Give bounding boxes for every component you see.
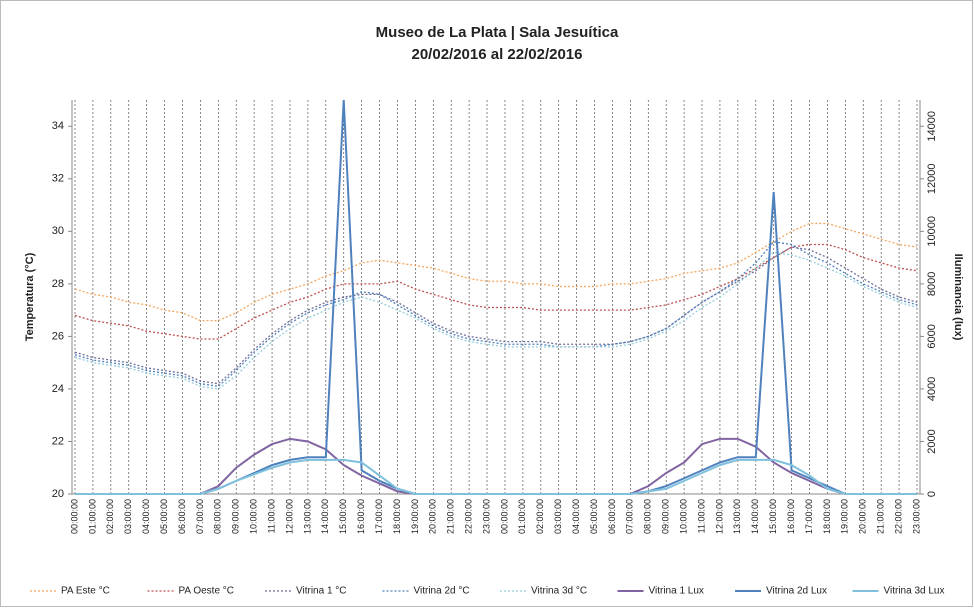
x-tick-label: 09:00:00 xyxy=(231,499,241,534)
y2-tick-label: 4000 xyxy=(926,377,938,401)
y-tick-label: 28 xyxy=(52,278,64,290)
x-tick-label: 06:00:00 xyxy=(607,499,617,534)
x-tick-label: 15:00:00 xyxy=(338,499,348,534)
legend-label: Vitrina 3d Lux xyxy=(884,586,945,597)
x-tick-label: 04:00:00 xyxy=(571,499,581,534)
x-tick-label: 14:00:00 xyxy=(750,499,760,534)
x-tick-label: 16:00:00 xyxy=(356,499,366,534)
legend-label: PA Oeste °C xyxy=(179,586,235,597)
x-tick-label: 20:00:00 xyxy=(428,499,438,534)
legend-label: Vitrina 3d °C xyxy=(531,586,587,597)
y2-tick-label: 12000 xyxy=(926,164,938,195)
x-tick-label: 12:00:00 xyxy=(284,499,294,534)
y2-tick-label: 8000 xyxy=(926,272,938,296)
x-tick-label: 21:00:00 xyxy=(876,499,886,534)
x-tick-label: 20:00:00 xyxy=(858,499,868,534)
y-tick-label: 26 xyxy=(52,330,64,342)
x-tick-label: 18:00:00 xyxy=(392,499,402,534)
y-tick-label: 32 xyxy=(52,173,64,185)
x-tick-label: 02:00:00 xyxy=(105,499,115,534)
y-axis-title: Temperatura (°C) xyxy=(24,252,36,341)
x-tick-label: 14:00:00 xyxy=(320,499,330,534)
x-tick-label: 03:00:00 xyxy=(553,499,563,534)
series-line xyxy=(74,241,918,387)
y2-tick-label: 0 xyxy=(926,491,938,497)
x-tick-label: 16:00:00 xyxy=(786,499,796,534)
x-tick-label: 05:00:00 xyxy=(159,499,169,534)
x-tick-label: 18:00:00 xyxy=(822,499,832,534)
x-tick-label: 19:00:00 xyxy=(410,499,420,534)
x-tick-label: 04:00:00 xyxy=(141,499,151,534)
x-tick-label: 08:00:00 xyxy=(643,499,653,534)
x-tick-label: 06:00:00 xyxy=(177,499,187,534)
y2-tick-label: 6000 xyxy=(926,324,938,348)
x-tick-label: 22:00:00 xyxy=(464,499,474,534)
y2-axis-title: Iluminancia (lux) xyxy=(952,254,964,341)
y2-tick-label: 2000 xyxy=(926,429,938,453)
x-tick-label: 10:00:00 xyxy=(249,499,259,534)
x-tick-label: 00:00:00 xyxy=(499,499,509,534)
x-tick-label: 05:00:00 xyxy=(589,499,599,534)
legend-label: Vitrina 1 Lux xyxy=(649,586,704,597)
legend-label: Vitrina 1 °C xyxy=(296,586,347,597)
x-tick-label: 23:00:00 xyxy=(481,499,491,534)
y2-tick-label: 14000 xyxy=(926,111,938,142)
series-line xyxy=(74,246,918,385)
y-tick-label: 34 xyxy=(52,120,64,132)
y-tick-label: 30 xyxy=(52,225,64,237)
x-tick-label: 01:00:00 xyxy=(517,499,527,534)
y2-tick-label: 10000 xyxy=(926,216,938,247)
x-tick-label: 08:00:00 xyxy=(213,499,223,534)
chart-title: Museo de La Plata | Sala Jesuítica xyxy=(376,24,619,41)
x-tick-label: 11:00:00 xyxy=(266,499,276,533)
x-tick-label: 13:00:00 xyxy=(302,499,312,534)
y-tick-label: 20 xyxy=(52,488,64,500)
x-tick-label: 13:00:00 xyxy=(732,499,742,534)
y-tick-label: 22 xyxy=(52,435,64,447)
x-tick-label: 22:00:00 xyxy=(893,499,903,534)
x-tick-label: 21:00:00 xyxy=(446,499,456,534)
legend-label: Vitrina 2d Lux xyxy=(766,586,827,597)
x-tick-label: 15:00:00 xyxy=(768,499,778,534)
series-line xyxy=(74,243,918,340)
x-tick-label: 00:00:00 xyxy=(69,499,79,534)
x-tick-label: 12:00:00 xyxy=(714,499,724,534)
series-line xyxy=(75,458,917,495)
x-tick-label: 07:00:00 xyxy=(625,499,635,534)
legend-label: PA Este °C xyxy=(61,586,110,597)
x-tick-label: 17:00:00 xyxy=(374,499,384,534)
x-tick-label: 17:00:00 xyxy=(804,499,814,534)
x-tick-label: 23:00:00 xyxy=(911,499,921,534)
x-tick-label: 11:00:00 xyxy=(696,499,706,533)
x-tick-label: 10:00:00 xyxy=(678,499,688,534)
y-tick-label: 24 xyxy=(52,383,64,395)
x-tick-label: 09:00:00 xyxy=(661,499,671,534)
x-tick-label: 02:00:00 xyxy=(535,499,545,534)
chart-subtitle: 20/02/2016 al 22/02/2016 xyxy=(412,46,583,63)
x-tick-label: 03:00:00 xyxy=(123,499,133,534)
x-tick-label: 19:00:00 xyxy=(840,499,850,534)
x-tick-label: 07:00:00 xyxy=(195,499,205,534)
x-tick-label: 01:00:00 xyxy=(87,499,97,534)
legend-label: Vitrina 2d °C xyxy=(414,586,470,597)
